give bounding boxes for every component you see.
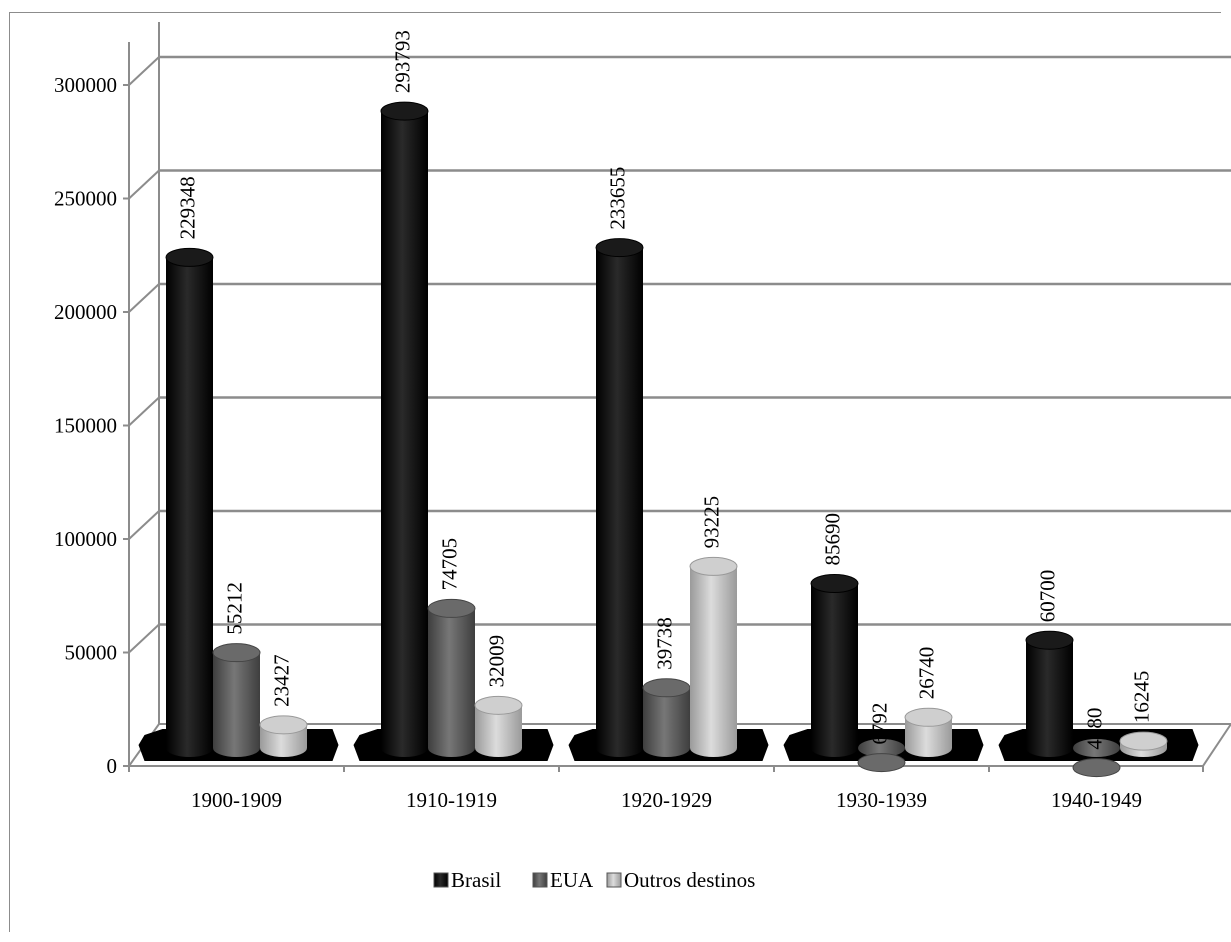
data-label: 60700 [1036, 570, 1060, 623]
bar-body [811, 583, 858, 748]
bar [1025, 630, 1074, 757]
bar-bottom [596, 739, 643, 757]
gridline-diag [128, 283, 160, 313]
bar-top [1072, 758, 1121, 778]
chart-frame [9, 12, 1221, 932]
data-label: 6792 [868, 703, 892, 745]
bar [427, 598, 476, 757]
y-tick-label: 0 [107, 754, 118, 778]
bar-top [689, 556, 738, 576]
bar-body [213, 652, 260, 748]
y-tick-label: 50000 [65, 641, 118, 665]
gridline-diag [128, 396, 160, 427]
x-tick-label: 1900-1909 [191, 788, 282, 812]
bar [810, 573, 859, 757]
legend-swatch [606, 872, 622, 888]
data-label: 39738 [653, 617, 677, 670]
bar-body [643, 687, 690, 748]
x-tick-label: 1940-1949 [1051, 788, 1142, 812]
legend-label: Outros destinos [624, 868, 755, 892]
x-tick-label: 1930-1939 [836, 788, 927, 812]
data-label: 4580 [1083, 708, 1107, 750]
bar [212, 643, 261, 757]
gridlines [128, 22, 1231, 738]
bar [474, 695, 523, 757]
bar-top [212, 643, 261, 663]
bar-bottom [690, 739, 737, 757]
gridline-diag [128, 56, 160, 86]
bar [380, 101, 429, 757]
bar-top [904, 707, 953, 727]
data-label: 32009 [485, 635, 509, 688]
bar-top [259, 715, 308, 735]
bar-top [380, 101, 429, 121]
bar-top [474, 695, 523, 715]
bar-bottom [381, 739, 428, 757]
data-label: 55212 [223, 582, 247, 635]
bar-body [166, 257, 213, 748]
bar-top [857, 753, 906, 773]
bar-top [595, 238, 644, 258]
bar [642, 678, 691, 757]
bar [259, 715, 308, 757]
bar-bottom [905, 739, 952, 757]
bar-top [165, 247, 214, 267]
x-tick-label: 1920-1929 [621, 788, 712, 812]
bar-top [427, 598, 476, 618]
bar [1119, 731, 1168, 757]
bar-bottom [213, 739, 260, 757]
bar-bottom [1073, 739, 1120, 757]
legend-label: EUA [550, 868, 594, 892]
legend-swatch [532, 872, 548, 888]
legend-label: Brasil [451, 868, 501, 892]
bar-bottom [260, 739, 307, 757]
data-label: 16245 [1130, 671, 1154, 724]
legend-swatch [433, 872, 449, 888]
bar [165, 247, 214, 757]
bar-body [1026, 640, 1073, 748]
bar-bottom [811, 739, 858, 757]
bar-bottom [1026, 739, 1073, 757]
y-tick-label: 100000 [54, 527, 117, 551]
x-tick-label: 1910-1919 [406, 788, 497, 812]
data-label: 233655 [606, 167, 630, 230]
data-label: 93225 [700, 496, 724, 549]
y-tick-label: 300000 [54, 73, 117, 97]
gridline-diag [128, 623, 160, 654]
y-tick-label: 200000 [54, 300, 117, 324]
bar-top [642, 678, 691, 698]
bar [904, 707, 953, 757]
bar-bottom [166, 739, 213, 757]
bar-top [1119, 731, 1168, 751]
bar-top [810, 573, 859, 593]
bar-body [690, 566, 737, 748]
bar-bottom [858, 739, 905, 757]
bar-bottom [428, 739, 475, 757]
bar-top [1025, 630, 1074, 650]
legend: Brasil EUA Outros destinos [433, 868, 755, 892]
y-tick-label: 150000 [54, 414, 117, 438]
data-label: 229348 [176, 176, 200, 239]
bar [689, 556, 738, 757]
data-label: 293793 [391, 30, 415, 93]
bar-bottom [643, 739, 690, 757]
gridline-diag [128, 510, 160, 540]
gridline-diag [128, 169, 160, 200]
data-label: 85690 [821, 513, 845, 566]
bar [1072, 739, 1121, 778]
bar-body [428, 608, 475, 748]
bar-bottom [475, 739, 522, 757]
bar [595, 238, 644, 757]
data-label: 74705 [438, 538, 462, 591]
y-tick-label: 250000 [54, 187, 117, 211]
bar-body [596, 247, 643, 748]
data-label: 23427 [270, 654, 294, 707]
bar [857, 739, 906, 773]
bar-body [381, 111, 428, 748]
data-label: 26740 [915, 647, 939, 700]
